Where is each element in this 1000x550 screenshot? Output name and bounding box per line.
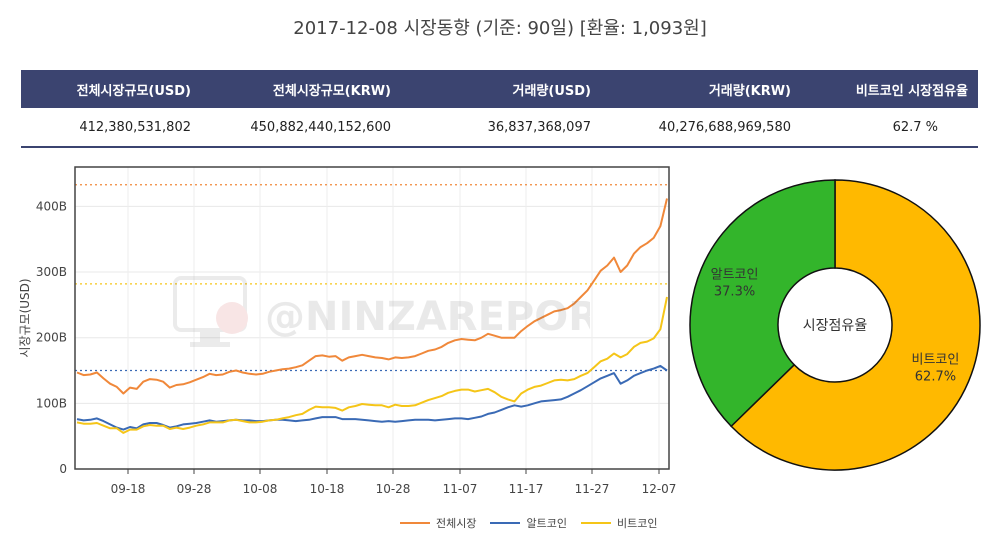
pie-label: 알트코인	[711, 268, 759, 283]
x-tick-label: 12-07	[642, 482, 677, 496]
y-axis-label: 시장규모(USD)	[18, 278, 32, 357]
table-header: 비트코인 시장점유율	[801, 70, 978, 108]
pie-slice	[730, 179, 981, 471]
legend-swatch	[400, 522, 430, 524]
legend-item-alt[interactable]: 알트코인	[490, 515, 567, 531]
y-tick-label: 400B	[36, 199, 67, 213]
pie-value-label: 62.7%	[915, 369, 956, 384]
x-tick-label: 11-27	[575, 482, 610, 496]
page-title: 2017-12-08 시장동향 (기준: 90일) [환율: 1,093원]	[293, 18, 707, 39]
table-cell: 40,276,688,969,580	[601, 108, 801, 148]
chart-legend: 전체시장 알트코인 비트코인	[400, 515, 657, 531]
legend-item-total[interactable]: 전체시장	[400, 515, 476, 531]
x-tick-label: 10-28	[376, 482, 411, 496]
pie-label: 비트코인	[912, 352, 960, 367]
series-line	[76, 198, 668, 395]
x-tick-label: 11-17	[509, 482, 544, 496]
legend-swatch	[580, 522, 611, 524]
y-tick-label: 200B	[36, 331, 67, 345]
watermark-text: @NINZAREPORT	[265, 294, 590, 340]
y-tick-label: 100B	[36, 396, 67, 410]
table-cell: 36,837,368,097	[401, 108, 601, 148]
pie-slice	[689, 179, 836, 428]
series-line	[76, 364, 668, 431]
series-line	[76, 296, 668, 434]
legend-label: 비트코인	[616, 517, 658, 530]
watermark: @NINZAREPORT	[170, 268, 625, 368]
table-header: 전체시장규모(KRW)	[201, 70, 401, 108]
pie-value-label: 37.3%	[714, 285, 755, 300]
y-tick-label: 300B	[36, 265, 67, 279]
table-header: 거래량(USD)	[401, 70, 601, 108]
x-tick-label: 10-18	[310, 482, 345, 496]
legend-label: 전체시장	[436, 517, 477, 530]
table-header-row: 전체시장규모(USD) 전체시장규모(KRW) 거래량(USD) 거래량(KRW…	[21, 70, 978, 108]
pie-center-title: 시장점유율	[803, 318, 868, 334]
table-header: 전체시장규모(USD)	[21, 70, 201, 108]
legend-item-btc[interactable]: 비트코인	[580, 515, 658, 531]
market-stats-table: 전체시장규모(USD) 전체시장규모(KRW) 거래량(USD) 거래량(KRW…	[21, 70, 978, 148]
legend-swatch	[490, 522, 521, 524]
plot-frame	[74, 166, 670, 470]
table-row: 412,380,531,802 450,882,440,152,600 36,8…	[21, 108, 978, 148]
table-cell: 412,380,531,802	[21, 108, 201, 148]
table-header: 거래량(KRW)	[601, 70, 801, 108]
y-tick-label: 0	[59, 462, 67, 476]
x-tick-label: 10-08	[243, 482, 278, 496]
legend-label: 알트코인	[526, 517, 567, 530]
x-tick-label: 09-28	[177, 482, 212, 496]
table-cell: 62.7 %	[801, 108, 978, 148]
market-chart: 0 100B 200B 300B 400B 09-18 09-28 10-08 10-18 10-…	[18, 166, 981, 496]
table-cell: 450,882,440,152,600	[201, 108, 401, 148]
x-tick-label: 11-07	[443, 482, 478, 496]
x-tick-label: 09-18	[111, 482, 146, 496]
